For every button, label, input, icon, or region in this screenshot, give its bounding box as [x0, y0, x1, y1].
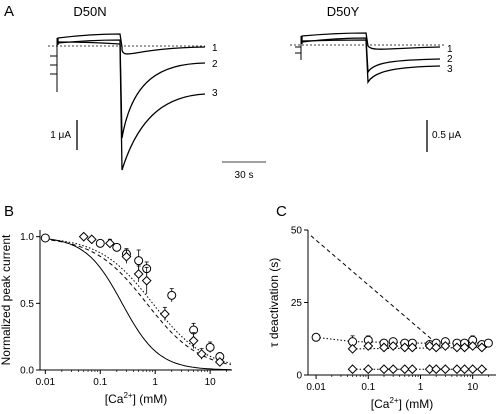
x-tick-label-1: 0.1	[361, 382, 375, 393]
trace-3-y	[301, 39, 441, 85]
point-diamond-1-7	[431, 342, 442, 353]
d50y-title: D50Y	[327, 4, 360, 19]
y-tick-label-2: 1.0	[20, 232, 34, 243]
x-tick-label-2: 1	[418, 382, 424, 393]
x-tick-label-0: 0.01	[306, 382, 326, 393]
d50n-label-1: 1	[212, 43, 218, 54]
y-tick-label-1: 25	[291, 298, 303, 309]
current-scale-right: 0.5 μA	[432, 130, 461, 141]
point-diamond-2-9	[452, 364, 462, 375]
point-diamond-1-7	[188, 335, 199, 346]
point-diamond-2-8	[440, 364, 451, 375]
d50n-title: D50N	[73, 4, 106, 19]
x-tick-label-3: 10	[467, 382, 479, 393]
point-diamond-1-9	[214, 357, 225, 367]
y-tick-label-2: 50	[291, 226, 303, 237]
chart-b: 0.0 0.5 1.0 0.01 0.1 1 10 [Ca2+] (mM) Normalized…	[0, 230, 232, 406]
point-diamond-1-5	[141, 275, 152, 286]
d50y-steps	[295, 36, 302, 60]
point-circle-0-8	[205, 342, 215, 352]
point-diamond-1-0	[78, 231, 89, 242]
point-circle-0-0	[40, 233, 50, 243]
panel-a-letter: A	[4, 3, 14, 20]
point-diamond-2-6	[424, 364, 435, 375]
point-diamond-1-5	[407, 342, 418, 353]
point-diamond-1-10	[459, 342, 470, 353]
point-diamond-2-2	[379, 364, 389, 375]
point-diamond-1-1	[86, 234, 97, 245]
point-circle-0-0	[311, 332, 321, 342]
d50y-label-2: 2	[447, 54, 453, 65]
point-diamond-1-1	[363, 341, 374, 351]
point-diamond-2-12	[476, 364, 487, 375]
point-diamond-2-1	[363, 364, 374, 375]
panel-c-letter: C	[276, 203, 287, 220]
current-scale-left: 1 μA	[50, 130, 71, 141]
point-diamond-2-11	[467, 364, 478, 375]
fit-line-0	[310, 235, 437, 344]
point-diamond-1-9	[452, 342, 462, 353]
point-diamond-1-2	[379, 342, 389, 353]
trace-1	[57, 33, 206, 55]
point-circle-0-14	[483, 338, 493, 348]
d50y-label-3: 3	[447, 64, 453, 75]
trace-3	[57, 41, 206, 171]
panel-b-letter: B	[4, 203, 14, 220]
point-diamond-1-3	[388, 341, 399, 351]
panel-b: B 0.0 0.5 1.0 0.01 0.1 1 10 [Ca2+] (mM) Normaliz…	[0, 203, 232, 406]
point-diamond-2-0	[347, 364, 358, 375]
point-diamond-1-6	[159, 309, 170, 319]
point-circle-0-2	[112, 242, 122, 252]
point-circle-0-6	[167, 290, 177, 300]
point-diamond-1-6	[424, 341, 435, 351]
point-diamond-1-2	[105, 238, 115, 249]
y-tick-label-0: 0.0	[20, 366, 34, 377]
panel-a: A D50N D50Y 1 2 3 1 2 3 1 μA 0.5 μA	[4, 3, 461, 181]
x-tick-label-2: 1	[152, 377, 158, 388]
trace-1-y	[301, 32, 441, 50]
y-tick-label-0: 0	[296, 371, 302, 382]
chart-c: 0 25 50 0.01 0.1 1 10 [Ca2+] (mM) τ deactivation…	[267, 226, 496, 411]
point-circle-0-4	[134, 256, 144, 266]
point-diamond-1-4	[133, 269, 144, 279]
point-diamond-2-5	[407, 364, 418, 375]
point-diamond-1-3	[121, 251, 132, 262]
point-diamond-1-8	[440, 341, 451, 351]
point-diamond-2-3	[388, 364, 399, 375]
point-diamond-1-8	[196, 349, 207, 359]
point-diamond-2-7	[431, 364, 442, 375]
y-tick-label-1: 0.5	[20, 299, 34, 310]
y-axis-label: Normalized peak current	[0, 234, 13, 365]
point-diamond-1-0	[347, 343, 358, 354]
d50n-label-3: 3	[212, 88, 218, 99]
point-circle-0-1	[95, 238, 105, 248]
point-diamond-1-12	[476, 342, 487, 353]
time-scale: 30 s	[235, 170, 254, 181]
d50n-label-2: 2	[212, 59, 218, 70]
point-diamond-2-10	[459, 364, 470, 375]
d50n-traces	[48, 33, 206, 171]
x-axis-label: [Ca2+] (mM)	[105, 391, 167, 406]
d50y-traces	[290, 32, 445, 85]
x-tick-label-1: 0.1	[93, 377, 107, 388]
trace-2	[57, 39, 206, 139]
point-diamond-1-11	[467, 341, 478, 351]
x-axis-label: [Ca2+] (mM)	[371, 396, 433, 411]
fit-line-2	[44, 238, 231, 371]
d50y-label-1: 1	[447, 44, 453, 55]
y-axis-label: τ deactivation (s)	[267, 258, 281, 347]
d50n-steps	[50, 38, 58, 92]
panel-c: C 0 25 50 0.01 0.1 1 10 [Ca2+] (mM) τ deactivati…	[267, 203, 496, 411]
point-diamond-2-4	[399, 364, 410, 375]
x-tick-label-0: 0.01	[36, 377, 56, 388]
point-diamond-1-4	[399, 342, 410, 353]
x-tick-label-3: 10	[205, 377, 217, 388]
